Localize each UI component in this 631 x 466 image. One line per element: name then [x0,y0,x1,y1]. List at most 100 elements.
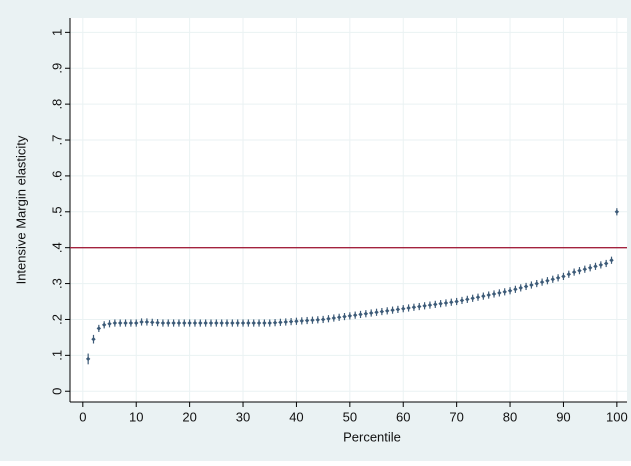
point [203,320,208,326]
y-axis-title: Intensive Margin elasticity [13,135,28,284]
point [438,301,443,306]
point [96,326,102,331]
point [513,287,518,292]
point [310,317,315,323]
y-tick-label: .3 [49,278,64,289]
point [491,291,497,297]
point [267,320,272,326]
point [251,320,256,326]
point [315,317,320,323]
point [481,293,486,299]
point [112,320,118,326]
point [582,267,588,272]
point [272,320,278,325]
point [198,320,203,326]
point [352,312,358,318]
point [256,320,262,326]
x-tick-label: 0 [79,409,86,424]
point [614,209,620,214]
y-tick-label: .9 [49,63,64,74]
point [561,274,566,279]
point [390,307,395,313]
point [123,320,128,326]
point [246,320,251,326]
point [486,292,491,298]
point [224,320,230,326]
point [379,309,385,314]
x-axis-title: Percentile [343,429,401,444]
point [294,319,299,324]
point [385,308,390,314]
y-tick-label: .5 [49,206,64,217]
x-tick-label: 10 [129,409,143,424]
point [545,278,550,283]
point [449,300,454,305]
point [134,320,139,326]
point [417,304,422,309]
point [427,302,433,308]
point [593,264,598,269]
x-tick-label: 50 [343,409,357,424]
point [326,316,331,321]
point [139,319,144,325]
point [550,277,555,282]
plot-area [70,18,627,402]
point [422,303,427,309]
point [283,319,288,325]
point [401,306,406,311]
point [433,302,438,307]
point [342,314,347,319]
point [507,288,513,293]
y-tick-label: 1 [49,29,64,36]
point [117,320,123,326]
point [358,312,363,317]
y-tick-label: .7 [49,135,64,146]
point [278,320,283,325]
point [363,311,369,316]
point [230,320,235,326]
x-tick-label: 80 [503,409,517,424]
point [454,299,459,304]
point [609,258,614,263]
point [171,320,176,326]
point [219,320,224,326]
point [555,275,561,281]
x-tick-label: 20 [182,409,196,424]
x-tick-label: 100 [606,409,628,424]
point [208,320,214,326]
point [406,305,411,311]
point [459,298,465,303]
point [598,262,604,268]
point [534,281,539,286]
y-tick-label: 0 [49,388,64,395]
point [304,318,310,323]
point [299,318,304,324]
point [502,289,507,295]
point [368,310,374,316]
point [571,269,577,275]
point [411,305,417,310]
point [192,320,198,326]
point [187,320,192,326]
point [577,268,582,273]
point [320,317,326,322]
point [176,320,182,326]
point [566,272,571,277]
point [475,295,481,300]
point [262,320,267,326]
point [155,320,160,325]
point [529,282,534,288]
point [603,261,609,266]
point [240,320,246,326]
point [182,320,187,326]
point [91,336,96,342]
y-tick-label: .8 [49,99,64,110]
x-tick-label: 30 [236,409,250,424]
point [336,315,342,320]
point [518,285,523,291]
point [107,321,112,326]
point [288,319,294,324]
point [85,356,91,362]
point [470,296,475,301]
